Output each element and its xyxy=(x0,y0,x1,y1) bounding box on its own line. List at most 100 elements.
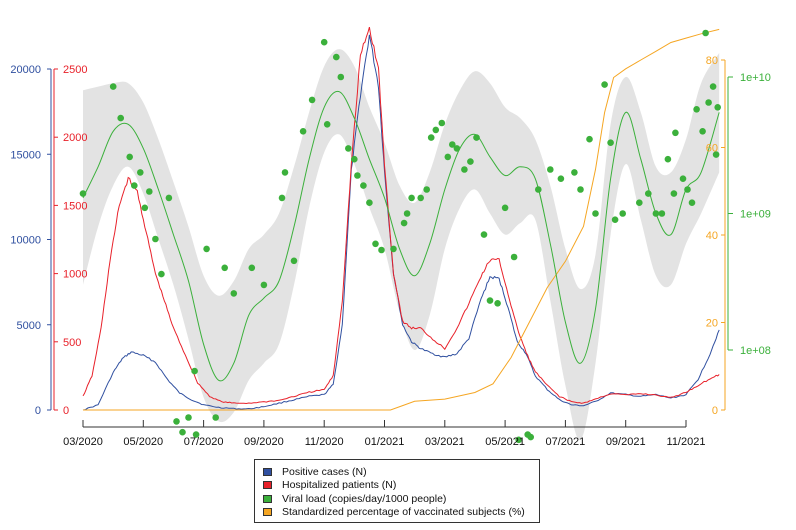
right-orange-tick-label: 20 xyxy=(706,318,718,330)
viral-load-point xyxy=(670,190,678,197)
right-green-tick-label: 1e+08 xyxy=(740,345,771,357)
legend-label: Positive cases (N) xyxy=(282,465,367,478)
legend-label: Standardized percentage of vaccinated su… xyxy=(282,506,525,519)
left-blue-tick-label: 20000 xyxy=(10,64,41,76)
legend-swatch-hospitalized xyxy=(263,481,272,490)
legend-item-viral-load: Viral load (copies/day/1000 people) xyxy=(263,492,539,506)
right-orange-tick-label: 80 xyxy=(706,55,718,67)
x-tick-label: 09/2021 xyxy=(606,436,646,448)
x-tick-label: 05/2020 xyxy=(123,436,163,448)
viral-load-point xyxy=(290,257,298,265)
viral-load-point xyxy=(510,253,518,261)
viral-load-point xyxy=(438,119,446,127)
viral-load-point xyxy=(278,194,286,202)
viral-load-point xyxy=(557,175,565,182)
legend-item-vaccinated: Standardized percentage of vaccinated su… xyxy=(263,506,539,520)
viral-load-point xyxy=(515,436,522,444)
viral-load-point xyxy=(79,190,87,197)
viral-load-point xyxy=(345,145,352,152)
viral-load-point xyxy=(248,264,256,272)
viral-load-point xyxy=(192,431,200,438)
viral-load-point xyxy=(658,210,666,217)
vaccinated-line xyxy=(83,28,720,411)
right-orange-tick-label: 0 xyxy=(712,405,718,417)
viral-load-point xyxy=(299,128,307,135)
viral-load-confidence-band xyxy=(83,49,720,441)
viral-load-point xyxy=(281,169,289,176)
left-red-tick-label: 0 xyxy=(63,405,69,417)
viral-load-point xyxy=(494,300,501,307)
viral-load-point xyxy=(619,210,626,217)
viral-load-point xyxy=(705,99,712,106)
viral-load-point xyxy=(152,235,159,243)
viral-load-point xyxy=(601,81,608,88)
viral-load-point xyxy=(586,135,593,143)
x-tick-label: 05/2021 xyxy=(485,436,525,448)
viral-load-point xyxy=(221,264,228,272)
viral-load-point xyxy=(333,53,340,61)
viral-load-point xyxy=(444,153,452,161)
viral-load-point xyxy=(611,216,619,223)
legend-label: Hospitalized patients (N) xyxy=(282,479,397,492)
left-blue-tick-label: 10000 xyxy=(10,235,41,247)
right-green-tick-label: 1e+09 xyxy=(740,209,771,221)
viral-load-point xyxy=(400,219,408,227)
viral-load-point xyxy=(185,414,192,421)
viral-load-point xyxy=(453,145,461,152)
viral-load-point xyxy=(408,194,415,202)
viral-load-point xyxy=(117,114,124,122)
viral-load-point xyxy=(308,96,316,104)
viral-load-point xyxy=(212,414,219,421)
viral-load-point xyxy=(372,240,379,248)
x-tick-label: 07/2021 xyxy=(546,436,586,448)
viral-load-point xyxy=(592,210,599,217)
viral-load-point xyxy=(547,166,554,173)
viral-load-point xyxy=(535,186,542,193)
viral-load-point xyxy=(714,104,721,111)
viral-load-point xyxy=(712,151,720,158)
left-red-tick-label: 500 xyxy=(63,337,81,349)
viral-load-point xyxy=(165,194,173,202)
left-red-tick-label: 1500 xyxy=(63,200,87,212)
viral-load-point xyxy=(141,204,149,212)
viral-load-point xyxy=(688,199,696,206)
viral-load-point xyxy=(473,134,480,141)
viral-load-point xyxy=(432,126,440,134)
viral-load-point xyxy=(684,186,691,193)
viral-load-point xyxy=(146,188,153,195)
axes: 0 5000 10000 15000 20000 0 500 1000 1500 2000 2500… xyxy=(10,55,771,448)
legend-swatch-vaccinated xyxy=(263,508,272,517)
viral-load-smooth-line xyxy=(82,90,720,382)
viral-load-point xyxy=(126,153,133,161)
viral-load-point xyxy=(323,121,331,128)
viral-load-point xyxy=(366,199,373,206)
x-tick-label: 11/2020 xyxy=(305,436,344,448)
viral-load-point xyxy=(337,73,345,81)
viral-load-point xyxy=(137,169,144,176)
viral-load-point xyxy=(679,175,687,182)
legend-label: Viral load (copies/day/1000 people) xyxy=(282,492,447,505)
viral-load-point xyxy=(664,155,672,163)
positive-cases-line xyxy=(82,34,720,411)
left-blue-tick-label: 0 xyxy=(35,405,41,417)
legend-item-hospitalized: Hospitalized patients (N) xyxy=(263,479,539,493)
viral-load-point xyxy=(173,418,180,425)
chart: 0 5000 10000 15000 20000 0 500 1000 1500 2000 2500… xyxy=(10,26,771,448)
viral-load-point xyxy=(607,139,614,146)
viral-load-point xyxy=(427,134,435,141)
viral-load-point xyxy=(645,190,652,197)
legend-item-positive-cases: Positive cases (N) xyxy=(263,465,539,479)
viral-load-point xyxy=(260,281,268,289)
viral-load-point xyxy=(191,367,198,375)
viral-load-point xyxy=(320,38,328,46)
left-blue-tick-label: 5000 xyxy=(17,320,41,332)
left-red-tick-label: 1000 xyxy=(63,269,87,281)
viral-load-point xyxy=(486,297,494,304)
x-tick-label: 03/2021 xyxy=(425,436,465,448)
viral-load-point xyxy=(461,166,468,173)
viral-load-point xyxy=(354,172,361,179)
x-tick-label: 03/2020 xyxy=(63,436,103,448)
left-blue-tick-label: 15000 xyxy=(10,149,41,161)
x-tick-label: 07/2020 xyxy=(184,436,224,448)
viral-load-point xyxy=(131,182,138,189)
